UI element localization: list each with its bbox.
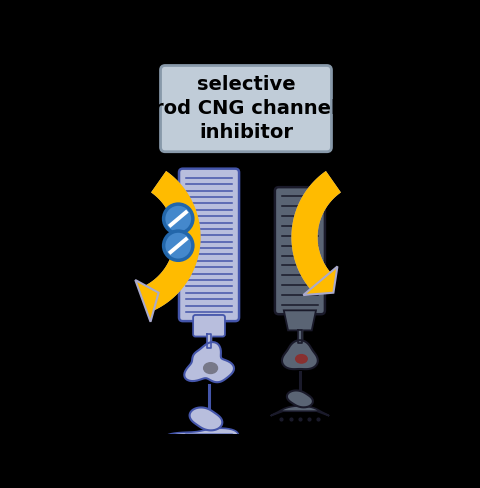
Polygon shape bbox=[291, 171, 341, 289]
Polygon shape bbox=[284, 310, 316, 330]
Polygon shape bbox=[298, 330, 302, 343]
Polygon shape bbox=[207, 334, 211, 348]
Polygon shape bbox=[282, 340, 318, 369]
Polygon shape bbox=[138, 171, 201, 313]
Ellipse shape bbox=[204, 363, 217, 373]
Polygon shape bbox=[135, 280, 158, 322]
Polygon shape bbox=[271, 406, 329, 416]
Polygon shape bbox=[303, 266, 337, 295]
Polygon shape bbox=[165, 428, 249, 441]
Text: no effect!: no effect! bbox=[368, 191, 386, 283]
Text: selective
rod CNG channel
inhibitor: selective rod CNG channel inhibitor bbox=[154, 75, 338, 142]
Text: inhibition: inhibition bbox=[106, 193, 124, 282]
Polygon shape bbox=[190, 407, 222, 430]
Polygon shape bbox=[291, 171, 341, 289]
FancyBboxPatch shape bbox=[193, 315, 225, 337]
Polygon shape bbox=[287, 390, 313, 407]
Circle shape bbox=[164, 204, 193, 233]
Polygon shape bbox=[184, 342, 234, 382]
FancyBboxPatch shape bbox=[160, 65, 332, 152]
Ellipse shape bbox=[296, 355, 307, 363]
Circle shape bbox=[164, 231, 193, 260]
FancyBboxPatch shape bbox=[275, 187, 325, 314]
FancyBboxPatch shape bbox=[179, 169, 239, 321]
Polygon shape bbox=[138, 171, 201, 313]
